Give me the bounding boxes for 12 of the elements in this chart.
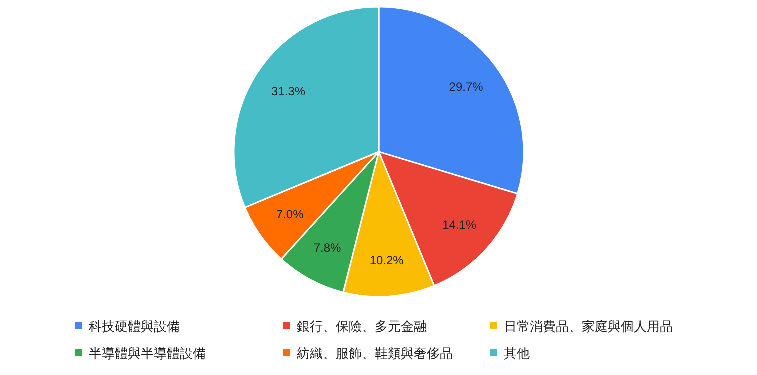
data-label: 7.0% [276, 208, 304, 222]
legend-label: 銀行、保險、多元金融 [297, 319, 427, 334]
data-label: 7.8% [314, 240, 342, 255]
legend-label: 其他 [504, 346, 530, 361]
data-label: 31.3% [272, 84, 306, 99]
legend-label: 半導體與半導體設備 [89, 346, 206, 361]
legend-label: 科技硬體與設備 [89, 319, 180, 334]
legend-label: 紡織、服飾、鞋類與奢侈品 [297, 346, 453, 361]
legend-label: 日常消費品、家庭與個人用品 [504, 319, 673, 334]
data-label: 10.2% [370, 253, 404, 268]
data-label: 14.1% [442, 218, 477, 232]
data-label: 29.7% [449, 80, 484, 94]
